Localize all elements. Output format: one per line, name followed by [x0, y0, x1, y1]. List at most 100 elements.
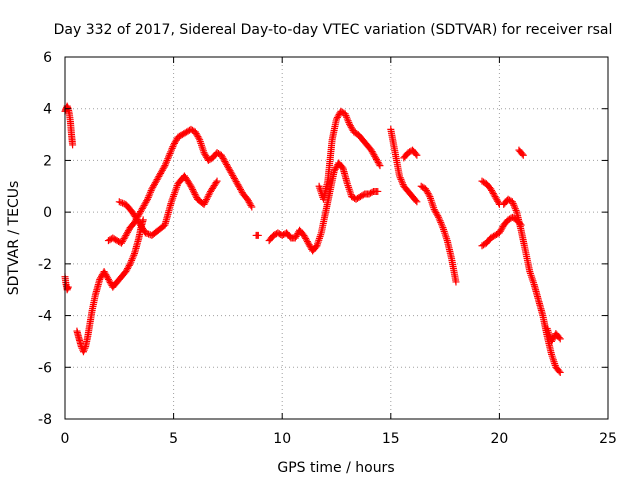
data-point: [212, 179, 220, 187]
data-point: [79, 348, 87, 356]
y-tick-label: -4: [38, 309, 52, 325]
data-point: [342, 112, 350, 120]
data-point: [248, 203, 256, 211]
data-points: [61, 102, 564, 376]
data-point: [166, 150, 174, 158]
data-point: [69, 141, 77, 149]
data-point: [202, 196, 210, 204]
data-point: [161, 162, 169, 170]
data-point: [395, 172, 403, 180]
data-point: [125, 261, 133, 269]
data-point: [128, 256, 136, 264]
data-point: [126, 260, 134, 268]
data-point: [190, 189, 198, 197]
data-point: [203, 194, 211, 202]
data-point: [510, 201, 518, 209]
data-point: [434, 212, 442, 220]
data-point: [160, 163, 168, 171]
data-point: [143, 229, 151, 237]
data-point: [519, 151, 527, 159]
data-point: [412, 197, 420, 205]
data-point: [413, 151, 421, 159]
data-point: [374, 187, 382, 195]
data-point: [555, 367, 563, 375]
data-point: [338, 163, 346, 171]
data-point: [144, 193, 152, 201]
data-point: [64, 283, 72, 291]
data-point: [437, 218, 445, 226]
data-point: [195, 134, 203, 142]
axis-ticks: 0 5 10 15 20 25 -8 -6 -4 -2 0 2 4 6: [38, 50, 617, 447]
data-point: [130, 251, 138, 259]
data-point: [128, 255, 136, 263]
x-tick-label: 0: [61, 431, 70, 447]
data-point: [213, 177, 221, 185]
data-point: [167, 146, 175, 154]
data-point: [556, 335, 564, 343]
y-tick-label: -6: [38, 360, 52, 376]
data-point: [164, 155, 172, 163]
y-tick-label: -8: [38, 412, 52, 428]
data-point: [343, 115, 351, 123]
data-point: [247, 201, 255, 209]
data-point: [312, 243, 320, 251]
data-point: [189, 186, 197, 194]
data-point: [518, 150, 526, 158]
data-point: [162, 158, 170, 166]
data-point: [80, 346, 88, 354]
data-point: [437, 220, 445, 228]
x-tick-label: 25: [599, 431, 617, 447]
data-point: [375, 160, 383, 168]
data-point: [413, 198, 421, 206]
data-point: [344, 117, 352, 125]
data-point: [555, 334, 563, 342]
data-point: [200, 200, 208, 208]
data-point: [254, 231, 262, 239]
data-point: [162, 160, 170, 168]
data-point: [145, 192, 153, 200]
y-axis-label: SDTVAR / TECUs: [6, 181, 22, 296]
x-axis-label: GPS time / hours: [277, 460, 394, 476]
data-point: [117, 198, 125, 206]
data-point: [202, 197, 210, 205]
data-point: [398, 179, 406, 187]
data-point: [129, 253, 137, 261]
data-point: [165, 153, 173, 161]
data-point: [192, 192, 200, 200]
data-point: [119, 199, 127, 207]
data-point: [115, 198, 123, 206]
x-tick-label: 10: [273, 431, 291, 447]
y-tick-label: 4: [43, 102, 52, 118]
plot-frame: [64, 56, 609, 420]
data-point: [189, 187, 197, 195]
data-point: [508, 198, 516, 206]
data-point: [147, 187, 155, 195]
data-point: [511, 203, 519, 211]
data-point: [398, 177, 406, 185]
data-point: [167, 148, 175, 156]
data-point: [146, 188, 154, 196]
data-point: [512, 206, 520, 214]
chart-title: Day 332 of 2017, Sidereal Day-to-day VTE…: [54, 22, 613, 38]
grid-lines: [65, 57, 608, 419]
data-point: [495, 199, 503, 207]
data-point: [436, 217, 444, 225]
data-point: [376, 162, 384, 170]
data-point: [188, 184, 196, 192]
y-tick-label: 0: [43, 205, 52, 221]
data-point: [201, 199, 209, 207]
data-point: [143, 197, 151, 205]
data-point: [452, 278, 460, 286]
data-point: [556, 368, 564, 376]
data-point: [144, 195, 152, 203]
data-point: [141, 229, 149, 237]
data-point: [163, 156, 171, 164]
data-point: [165, 151, 173, 159]
data-point: [509, 200, 517, 208]
x-tick-label: 5: [169, 431, 178, 447]
data-point: [205, 191, 213, 199]
y-tick-label: 2: [43, 153, 52, 169]
data-point: [397, 175, 405, 183]
data-point: [438, 222, 446, 230]
